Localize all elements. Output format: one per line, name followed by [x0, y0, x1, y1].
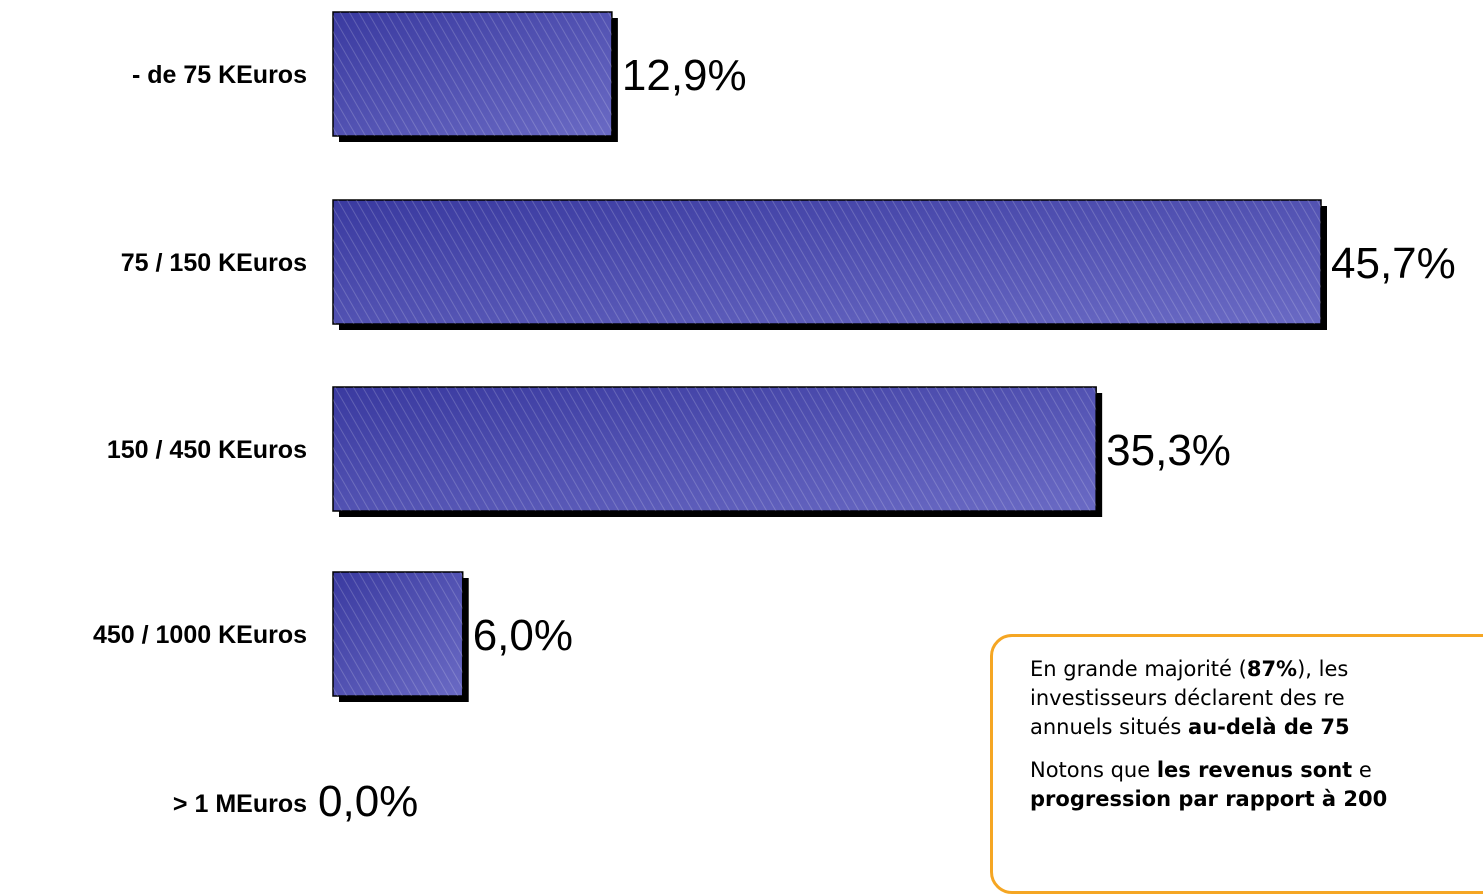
bars: - de 75 KEuros 12,9% 75 / 150 KEuros 45,7% 1…	[93, 11, 1456, 826]
note-text: annuels situés	[1030, 715, 1189, 739]
category-label: 150 / 450 KEuros	[107, 436, 307, 464]
data-label: 35,3%	[1106, 426, 1231, 475]
category-label: 450 / 1000 KEuros	[93, 621, 307, 649]
note-text: En grande majorité (	[1030, 657, 1247, 681]
bar-texture	[333, 200, 1321, 324]
note-bold: au-delà de 75	[1188, 715, 1350, 739]
data-label: 45,7%	[1331, 239, 1456, 288]
note-bold: progression par rapport à 200	[1030, 787, 1388, 811]
note-text: e	[1352, 758, 1372, 782]
category-label: 75 / 150 KEuros	[121, 249, 307, 277]
note-paragraph-2: Notons que les revenus sont e progressio…	[1030, 756, 1483, 814]
bar-texture	[333, 387, 1097, 511]
note-paragraph-1: En grande majorité (87%), les investisse…	[1030, 655, 1483, 742]
data-label: 0,0%	[318, 777, 418, 826]
commentary-box: En grande majorité (87%), les investisse…	[990, 634, 1483, 894]
data-label: 12,9%	[622, 51, 747, 100]
bar-texture	[333, 12, 612, 136]
bar-texture	[333, 572, 463, 696]
note-text: investisseurs déclarent des re	[1030, 686, 1345, 710]
note-bold: 87%	[1246, 657, 1298, 681]
note-text: Notons que	[1030, 758, 1157, 782]
data-label: 6,0%	[473, 611, 573, 660]
note-bold: les revenus sont	[1156, 758, 1353, 782]
category-label: - de 75 KEuros	[132, 61, 307, 89]
category-label: > 1 MEuros	[173, 790, 307, 818]
bar-chart: - de 75 KEuros 12,9% 75 / 150 KEuros 45,7% 1…	[93, 11, 1456, 826]
note-text: ), les	[1297, 657, 1349, 681]
